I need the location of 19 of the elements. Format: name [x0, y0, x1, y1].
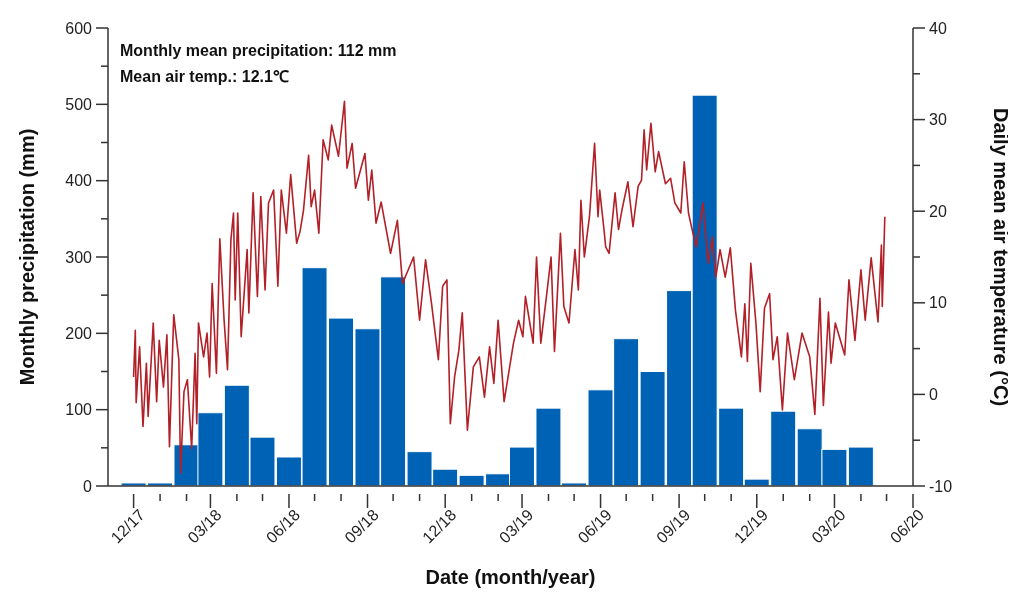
y-tick-label: 0 [83, 477, 93, 495]
y-tick-label: 200 [65, 324, 93, 342]
x-axis-title: Date (month/year) [425, 566, 596, 588]
y-tick-label: 300 [65, 248, 93, 266]
y-tick-label: 500 [65, 95, 93, 113]
y2-tick-label: 10 [929, 294, 947, 312]
y-axis-title: Monthly precipitation (mm) [16, 128, 38, 386]
y-tick-label: 400 [65, 172, 93, 190]
y2-tick-label: 30 [929, 111, 947, 129]
y-tick-label: 600 [65, 19, 93, 37]
annotation: Mean air temp.: 12.1℃ [120, 68, 289, 85]
annotation: Monthly mean precipitation: 112 mm [120, 42, 397, 59]
y2-tick-label: 20 [929, 202, 947, 220]
line-series [132, 100, 886, 474]
y2-tick-label: 0 [929, 386, 938, 403]
y2-tick-label: 40 [929, 19, 947, 37]
y-tick-label: 100 [65, 401, 93, 419]
y2-axis-title: Daily mean air temperature (°C) [990, 107, 1012, 407]
y2-tick-label: -10 [929, 477, 953, 495]
